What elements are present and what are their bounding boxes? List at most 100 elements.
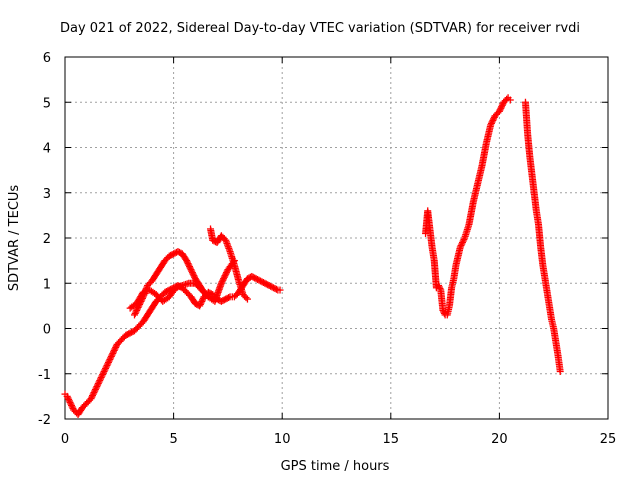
x-tick-label: 20 xyxy=(491,432,508,447)
data-point-interp xyxy=(186,263,194,271)
data-point-interp xyxy=(99,371,107,379)
x-axis-label: GPS time / hours xyxy=(281,459,390,474)
series-1 xyxy=(131,225,251,319)
x-tick-label: 5 xyxy=(169,432,177,447)
data-point-interp xyxy=(497,104,505,112)
data-point xyxy=(495,107,503,115)
data-point-interp xyxy=(97,374,105,382)
data-point-interp xyxy=(222,269,230,277)
data-point-interp xyxy=(272,285,280,293)
data-point-interp xyxy=(68,403,76,411)
y-tick-label: 0 xyxy=(43,323,51,338)
data-point-interp xyxy=(221,272,229,280)
data-point-interp xyxy=(107,354,115,362)
data-point-interp xyxy=(107,352,115,360)
data-point-interp xyxy=(95,378,103,386)
data-point-interp xyxy=(183,258,191,266)
y-axis-label: SDTVAR / TECUs xyxy=(7,185,22,292)
data-point xyxy=(91,386,99,394)
y-tick-label: -2 xyxy=(38,413,51,428)
data-point xyxy=(217,279,225,287)
data-point xyxy=(183,257,191,265)
data-point-interp xyxy=(229,258,237,266)
data-point-interp xyxy=(218,278,226,286)
data-point-interp xyxy=(185,261,193,269)
data-point-interp xyxy=(98,372,106,380)
data-point-interp xyxy=(102,363,110,371)
data-points xyxy=(61,94,564,418)
data-point-interp xyxy=(96,375,104,383)
data-point xyxy=(63,392,71,400)
y-tick-label: 4 xyxy=(43,142,51,157)
plot-frame xyxy=(64,56,609,420)
data-point-interp xyxy=(99,369,107,377)
data-point-interp xyxy=(92,384,100,392)
data-point xyxy=(87,395,95,403)
data-point-interp xyxy=(108,351,116,359)
data-point-interp xyxy=(496,106,504,114)
data-point-interp xyxy=(64,394,72,402)
data-point-interp xyxy=(489,116,497,124)
data-point-interp xyxy=(435,283,443,291)
data-point-interp xyxy=(225,294,233,302)
data-point xyxy=(109,349,117,357)
data-point-interp xyxy=(94,381,102,389)
data-point-interp xyxy=(89,390,97,398)
data-point-interp xyxy=(65,397,73,405)
x-tick-label: 10 xyxy=(274,432,291,447)
data-point-interp xyxy=(188,269,196,277)
data-point-interp xyxy=(91,387,99,395)
data-point-interp xyxy=(184,260,192,268)
data-point-interp xyxy=(220,275,228,283)
data-point-interp xyxy=(112,343,120,351)
data-point-interp xyxy=(458,239,466,247)
data-point-interp xyxy=(104,360,112,368)
data-point-interp xyxy=(436,285,444,293)
data-point xyxy=(196,302,204,310)
data-point-interp xyxy=(196,300,204,308)
data-point xyxy=(243,295,251,303)
data-point-interp xyxy=(222,270,230,278)
data-point-interp xyxy=(105,357,113,365)
data-point xyxy=(187,266,195,274)
data-point-interp xyxy=(103,361,111,369)
data-point-interp xyxy=(88,393,96,401)
data-point xyxy=(104,358,112,366)
data-point-interp xyxy=(111,345,119,353)
x-tick-label: 15 xyxy=(383,432,400,447)
chart-title: Day 021 of 2022, Sidereal Day-to-day VTE… xyxy=(60,21,580,36)
data-point-interp xyxy=(101,366,109,374)
data-point-interp xyxy=(487,119,495,127)
series-4 xyxy=(521,98,564,375)
data-point-interp xyxy=(488,118,496,126)
data-point xyxy=(487,121,495,129)
series-0 xyxy=(61,272,284,418)
data-point-interp xyxy=(197,299,205,307)
data-point-interp xyxy=(131,309,139,317)
data-point-interp xyxy=(458,240,466,248)
data-point xyxy=(276,286,284,294)
data-point-interp xyxy=(219,276,227,284)
data-point-interp xyxy=(89,392,97,400)
y-tick-label: 2 xyxy=(43,232,51,247)
data-point-interp xyxy=(490,115,498,123)
data-point-interp xyxy=(242,294,250,302)
data-point-interp xyxy=(460,236,468,244)
data-point-interp xyxy=(68,401,76,409)
x-tick-label: 0 xyxy=(61,432,69,447)
data-point-interp xyxy=(67,400,75,408)
data-point-interp xyxy=(190,272,198,280)
y-tick-label: 5 xyxy=(43,96,51,111)
series-3 xyxy=(422,94,514,319)
y-tick-label: -1 xyxy=(38,368,51,383)
data-point-interp xyxy=(90,389,98,397)
grid-lines xyxy=(65,57,608,419)
data-point xyxy=(506,96,514,104)
y-tick-label: 1 xyxy=(43,277,51,292)
data-point-interp xyxy=(498,103,506,111)
data-point-interp xyxy=(102,364,110,372)
data-point-interp xyxy=(65,395,73,403)
data-point-interp xyxy=(199,296,207,304)
data-point-interp xyxy=(93,383,101,391)
